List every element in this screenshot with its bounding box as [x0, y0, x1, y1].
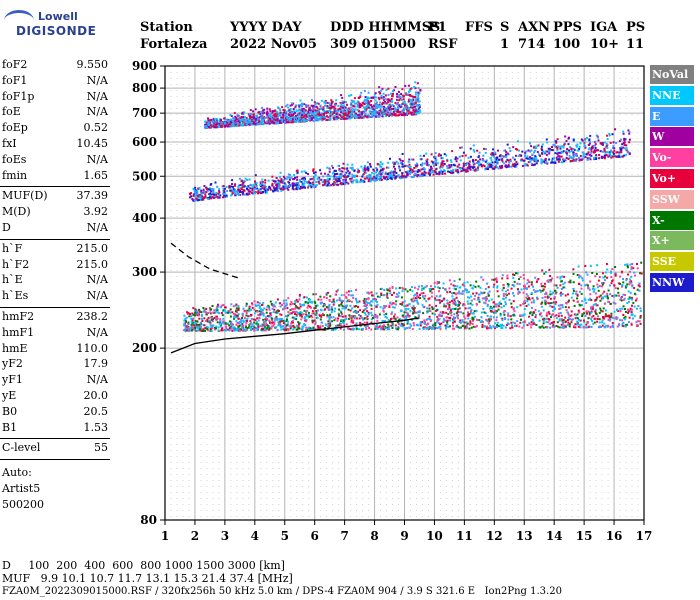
- echo-point: [420, 292, 423, 295]
- y-tick-label: 200: [132, 341, 157, 355]
- echo-point: [401, 325, 404, 328]
- echo-point: [227, 328, 230, 331]
- echo-point: [255, 322, 258, 325]
- x-tick-label: 16: [606, 529, 623, 543]
- echo-point: [501, 317, 504, 320]
- x-tick-label: 5: [281, 529, 289, 543]
- x-tick-label: 14: [546, 529, 563, 543]
- x-tick-label: 1: [161, 529, 169, 543]
- echo-point: [445, 326, 448, 329]
- echo-point: [506, 289, 509, 292]
- x-tick-label: 7: [340, 529, 348, 543]
- echo-point: [494, 322, 497, 325]
- echo-point: [283, 302, 286, 305]
- x-tick-label: 13: [516, 529, 533, 543]
- echo-layer: [183, 81, 643, 333]
- y-tick-label: 900: [132, 59, 157, 73]
- echo-point: [345, 323, 348, 326]
- echo-point: [406, 322, 409, 325]
- x-tick-label: 8: [370, 529, 378, 543]
- x-tick-label: 17: [636, 529, 653, 543]
- y-tick-label: 80: [140, 513, 157, 527]
- echo-point: [550, 302, 553, 304]
- echo-point: [535, 324, 538, 326]
- echo-point: [490, 298, 493, 301]
- echo-point: [495, 305, 498, 308]
- echo-point: [270, 312, 273, 314]
- x-tick-label: 6: [311, 529, 319, 543]
- echo-point: [388, 304, 391, 307]
- x-tick-label: 9: [400, 529, 408, 543]
- echo-point: [503, 313, 506, 316]
- y-tick-label: 800: [132, 81, 157, 95]
- y-tick-label: 500: [132, 169, 157, 183]
- echo-point: [546, 302, 549, 304]
- y-tick-label: 600: [132, 135, 157, 149]
- x-tick-label: 4: [251, 529, 259, 543]
- y-tick-label: 700: [132, 106, 157, 120]
- echo-point: [299, 322, 302, 325]
- y-tick-label: 400: [132, 211, 157, 225]
- echo-point: [299, 311, 302, 314]
- x-tick-label: 11: [456, 529, 473, 543]
- x-tick-label: 15: [576, 529, 593, 543]
- echo-point: [628, 283, 631, 286]
- x-tick-label: 2: [191, 529, 199, 543]
- echo-point: [312, 293, 315, 296]
- echo-point: [237, 304, 240, 307]
- x-tick-label: 10: [426, 529, 443, 543]
- x-tick-label: 12: [486, 529, 503, 543]
- x-tick-label: 3: [221, 529, 229, 543]
- echo-point: [483, 301, 486, 304]
- echo-point: [447, 313, 450, 316]
- echo-point: [492, 316, 495, 319]
- echo-point: [395, 303, 398, 306]
- echo-point: [370, 328, 373, 331]
- echo-point: [507, 285, 510, 288]
- y-tick-label: 300: [132, 265, 157, 279]
- echo-point: [453, 287, 456, 290]
- echo-point: [286, 315, 289, 318]
- echo-point: [340, 313, 343, 315]
